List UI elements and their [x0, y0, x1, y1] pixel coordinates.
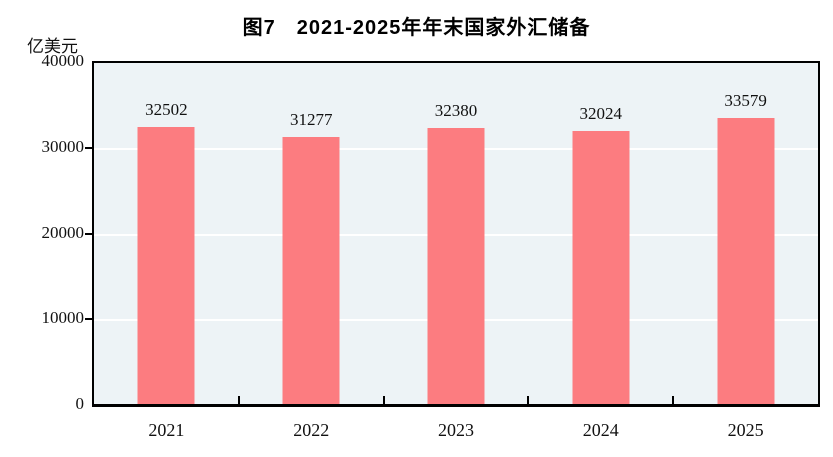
bar-2022 — [282, 137, 340, 404]
x-tick-label-2025: 2025 — [727, 420, 764, 440]
y-axis-unit-label: 亿美元 — [27, 37, 78, 56]
y-axis-tick-labels: 40000 30000 20000 10000 0 — [0, 51, 85, 413]
y-tick-label-30000: 30000 — [41, 136, 85, 156]
y-tick-mark-20000 — [85, 232, 92, 235]
bar-2023 — [427, 128, 485, 404]
bar-value-label: 32380 — [434, 101, 478, 120]
bar-value-label: 32502 — [145, 100, 188, 119]
y-tick-label-0: 0 — [75, 394, 85, 413]
bar-group-2021: 32502 2021 — [94, 63, 239, 440]
y-tick-label-10000: 10000 — [41, 308, 85, 328]
x-tick-label-2021: 2021 — [148, 420, 185, 440]
chart-title: 图7 2021-2025年年末国家外汇储备 — [242, 17, 591, 39]
bar-2021 — [137, 127, 195, 404]
x-tick-mark-4 — [672, 396, 675, 404]
x-tick-mark-3 — [527, 396, 530, 404]
y-tick-mark-30000 — [85, 147, 92, 150]
bar-value-label: 33579 — [724, 91, 767, 110]
y-tick-mark-10000 — [85, 317, 92, 320]
bar-2024 — [572, 131, 630, 404]
x-tick-mark-2 — [382, 396, 385, 404]
bar-value-label: 32024 — [579, 104, 623, 123]
bar-group-2023: 32380 2023 — [384, 63, 529, 440]
x-tick-mark-1 — [237, 396, 240, 404]
bar-value-label: 31277 — [289, 110, 333, 129]
plot-area: 32502 2021 31277 2022 32380 2023 32024 2… — [85, 61, 820, 440]
bar-group-2024: 32024 2024 — [528, 63, 673, 440]
y-tick-label-20000: 20000 — [41, 222, 85, 242]
y-tick-label-40000: 40000 — [41, 51, 85, 70]
bar-group-2025: 33579 2025 — [673, 63, 818, 440]
x-tick-label-2024: 2024 — [582, 420, 619, 440]
bar-2025 — [717, 118, 775, 404]
bar-group-2022: 31277 2022 — [239, 63, 384, 440]
x-tick-label-2022: 2022 — [293, 420, 330, 440]
x-tick-label-2023: 2023 — [437, 420, 474, 440]
